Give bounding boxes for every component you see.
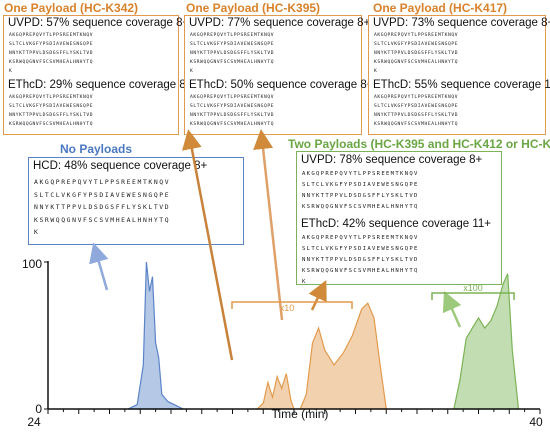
panel-k395: UVPD: 77% sequence coverage 8+ AKGQPREPQ… — [184, 15, 373, 135]
two-uvpd-coverage: UVPD: 78% sequence coverage 8+ — [301, 154, 483, 166]
arrow-to-k417 — [308, 279, 327, 311]
arrow-to-k342 — [182, 129, 234, 361]
arrow-to-k395 — [253, 129, 284, 321]
panel-k342: UVPD: 57% sequence coverage 8+ AKGQPREPQ… — [3, 15, 192, 135]
k342-ethcd-sequence: AKGQPREPQVYTLPPSREEMTKNQV SLTCLVKGFYPSDI… — [9, 95, 94, 127]
k395-uvpd-sequence: AKGQPREPQVYTLPPSREEMTKNQV SLTCLVKGFYPSDI… — [190, 33, 275, 74]
k417-ethcd-sequence: AKGQPREPQVYTLPPSREEMTKNQV SLTCLVKGFYPSDI… — [374, 95, 459, 127]
k342-uvpd-coverage: UVPD: 57% sequence coverage 8+ — [8, 17, 190, 29]
k342-uvpd-sequence: AKGQPREPQVYTLPPSREEMTKNQV SLTCLVKGFYPSDI… — [9, 33, 94, 74]
x100-label: x100 — [463, 283, 483, 293]
two-ethcd-coverage: EThcD: 42% sequence coverage 11+ — [301, 218, 491, 230]
two-ethcd-sequence: AKGQPREPQVYTLPPSREEMTKNQV SLTCLVKGFYPSDI… — [302, 235, 419, 285]
series-peak-0 — [127, 261, 184, 410]
series-peak-2 — [299, 302, 387, 410]
k417-ethcd-coverage: EThcD: 55% sequence coverage 11+ — [373, 79, 550, 91]
x-tick-label-24: 24 — [27, 415, 41, 429]
k395-ethcd-coverage: EThcD: 50% sequence coverage 8+ — [189, 79, 374, 91]
x-axis-label: Time (min) — [272, 407, 329, 421]
panel-no-payloads: HCD: 48% sequence coverage 8+ AKGQPREPQV… — [28, 157, 244, 245]
y-tick-label-0: 0 — [35, 402, 42, 416]
arrow-to-no-payloads — [89, 242, 109, 291]
x10-label: x10 — [280, 303, 295, 313]
panel-two-payloads: UVPD: 78% sequence coverage 8+ AKGQPREPQ… — [296, 151, 502, 285]
x-tick-label-40: 40 — [529, 415, 543, 429]
series-peak-1 — [255, 373, 295, 410]
hcd-coverage: HCD: 48% sequence coverage 8+ — [33, 160, 208, 172]
title-k342: One Payload (HC-K342) — [4, 1, 139, 15]
k395-ethcd-sequence: AKGQPREPQVYTLPPSREEMTKNQV SLTCLVKGFYPSDI… — [190, 95, 275, 127]
title-no-payloads: No Payloads — [60, 142, 133, 156]
x10-bracket — [231, 301, 353, 309]
title-two-payloads: Two Payloads (HC-K395 and HC-K412 or HC-… — [288, 137, 550, 151]
k417-uvpd-sequence: AKGQPREPQVYTLPPSREEMTKNQV SLTCLVKGFYPSDI… — [374, 33, 459, 74]
two-uvpd-sequence: AKGQPREPQVYTLPPSREEMTKNQV SLTCLVKGFYPSDI… — [302, 171, 419, 210]
k395-uvpd-coverage: UVPD: 77% sequence coverage 8+ — [189, 17, 371, 29]
x100-bracket — [431, 292, 515, 300]
k342-ethcd-coverage: EThcD: 29% sequence coverage 8+ — [8, 79, 193, 91]
panel-k417: UVPD: 73% sequence coverage 8+ AKGQPREPQ… — [368, 15, 550, 135]
title-k395: One Payload (HC-K395) — [186, 1, 321, 15]
hcd-sequence: AKGQPREPQVYTLPPSREEMTKNQV SLTCLVKGFYPSDI… — [34, 178, 171, 236]
k417-uvpd-coverage: UVPD: 73% sequence coverage 8+ — [373, 17, 550, 29]
title-k417: One Payload (HC-K417) — [373, 1, 508, 15]
arrow-to-two-payloads — [442, 290, 462, 328]
series-peak-3 — [453, 273, 520, 410]
y-tick-label-100: 100 — [22, 257, 42, 271]
